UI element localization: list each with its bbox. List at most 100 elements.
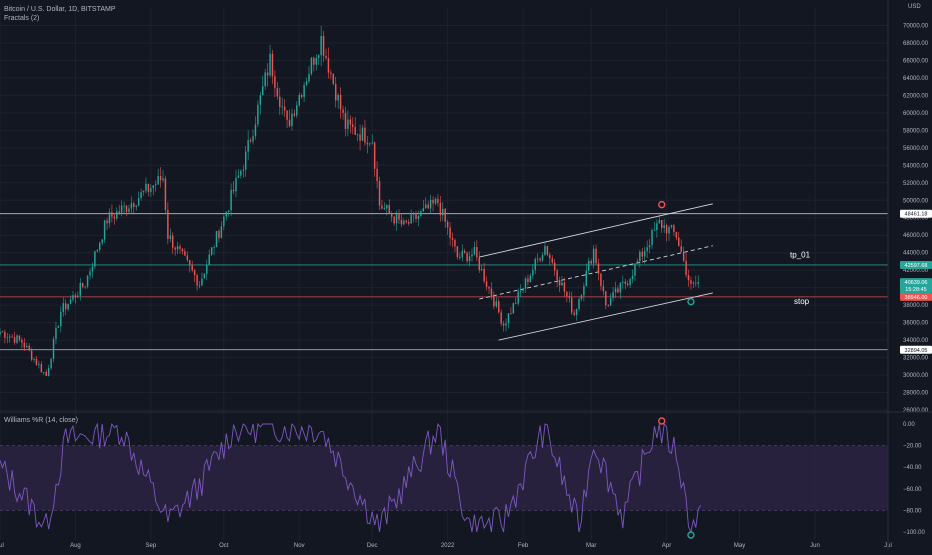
candle-up [395,214,398,224]
candle-up [541,254,544,261]
candle-up [247,140,249,152]
price-badge-resistance [900,209,932,218]
candle-down [451,237,454,240]
candle-down [390,212,393,217]
candle-up [67,303,69,310]
candle-up [544,245,546,255]
candle-up [281,106,283,108]
candle-up [235,177,237,192]
candle-down [510,313,512,315]
fractal-markers [658,200,695,539]
y-tick-label: 28000.00 [903,391,929,397]
osc-tick-label: 0.00 [903,422,915,428]
candle-down [288,119,291,127]
candle-up [101,239,103,243]
osc-fractal-high-icon [658,417,666,425]
candle-down [551,258,553,263]
candle-down [249,140,252,142]
candle-down [527,278,529,283]
candle-down [376,168,378,182]
candle-up [534,259,536,270]
candle-up [383,208,386,210]
candle-down [602,286,605,292]
trend-channel[interactable] [479,203,713,341]
candle-up [89,271,91,276]
candle-down [18,335,21,340]
candle-up [84,286,86,288]
candle-down [502,323,505,326]
y-tick-label: 56000.00 [903,146,929,152]
x-tick-label: Oct [219,543,229,549]
candle-down [556,270,558,281]
candle-down [673,225,675,232]
candle-up [356,134,359,136]
candle-up [656,223,658,231]
candle-down [476,246,478,258]
candle-up [536,258,539,260]
stop-label: stop [794,297,810,306]
candle-down [184,251,186,256]
price-badge-support [900,345,932,354]
candle-down [680,246,682,252]
candle-down [186,255,189,261]
candle-up [658,219,661,224]
candle-down [605,291,607,306]
candle-down [500,312,502,324]
candle-up [225,211,227,217]
candle-up [242,169,245,171]
price-badge-stop [900,292,932,301]
candle-down [690,280,692,284]
candle-up [269,53,271,76]
candle-up [237,175,240,178]
candle-down [398,214,400,220]
candle-down [344,112,347,129]
candle-up [580,295,583,300]
channel-lower-line [498,292,713,341]
y-tick-label: 26000.00 [903,408,929,414]
candle-up [578,299,580,309]
candle-down [106,220,108,224]
horizontal-levels[interactable] [0,213,888,351]
williams-band [0,445,888,511]
symbol-title[interactable]: Bitcoin / U.S. Dollar, 1D, BITSTAMP [4,6,116,13]
candle-up [213,247,215,248]
candle-down [35,358,38,365]
candle-up [495,301,498,307]
candle-down [665,225,668,234]
candle-up [529,275,532,283]
candle-up [575,308,578,315]
candle-up [308,73,310,82]
x-tick-label: 2022 [441,543,455,549]
candle-up [137,198,140,206]
candle-up [57,326,60,328]
candle-down [45,371,47,377]
candle-up [257,104,259,125]
candle-up [386,205,388,209]
candle-down [678,237,680,247]
candle-up [369,143,371,145]
williams-r-title[interactable]: Williams %R (14, close) [4,417,78,424]
candle-up [522,288,524,291]
candle-down [325,55,327,59]
y-tick-label: 30000.00 [903,373,929,379]
y-tick-label: 58000.00 [903,128,929,134]
candle-up [43,371,45,373]
candle-up [162,178,164,181]
candle-down [366,142,369,145]
candle-up [532,269,534,276]
candle-up [317,55,320,58]
fractals-indicator-label[interactable]: Fractals (2) [4,15,40,22]
candle-up [140,192,142,199]
y-tick-label: 34000.00 [903,338,929,344]
candle-up [347,119,349,129]
currency-label: USD [908,4,921,10]
candle-down [687,275,690,281]
candle-up [692,282,695,284]
candle-down [595,248,597,264]
candle-up [303,85,305,97]
williams-r-path [0,422,702,534]
candle-up [639,251,641,262]
